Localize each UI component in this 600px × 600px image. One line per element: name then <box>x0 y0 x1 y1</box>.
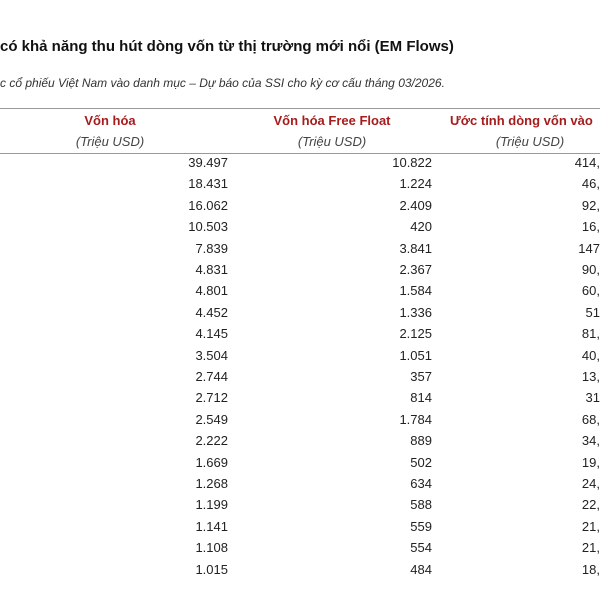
table-cell: 2.744 <box>195 369 228 384</box>
table-cell: 68, <box>581 411 600 427</box>
table-cell: 19, <box>581 454 600 470</box>
table-cell: 24, <box>581 476 600 491</box>
table-cell: 1.108 <box>195 540 228 556</box>
table-cell: 559 <box>410 518 432 534</box>
subtitle: c cổ phiếu Việt Nam vào danh mục – Dự bá… <box>0 76 445 90</box>
column-header: Vốn hóa Free Float <box>273 113 391 128</box>
table-cell: 2.549 <box>195 411 228 427</box>
table-cell: 7.839 <box>195 240 228 256</box>
table-cell: 2.712 <box>195 390 228 406</box>
table-cell: 588 <box>410 497 432 513</box>
table-cell: 4.801 <box>195 283 228 299</box>
table-cell: 634 <box>410 476 432 491</box>
column-header: Vốn hóa <box>84 113 136 128</box>
table-cell: 2.367 <box>399 262 432 277</box>
table-cell: 34, <box>581 433 600 449</box>
table-cell: 814 <box>410 390 432 406</box>
table-cell: 502 <box>410 454 432 470</box>
table-cell: 1.336 <box>399 304 432 320</box>
table-cell: 46, <box>581 176 600 192</box>
table-cell: 18, <box>581 561 600 577</box>
table-cell: 18.431 <box>188 176 228 192</box>
table-cell: 39.497 <box>188 155 228 170</box>
table-cell: 1.051 <box>399 347 432 363</box>
table-cell: 4.452 <box>195 304 228 320</box>
table-cell: 3.841 <box>399 240 432 256</box>
table-cell: 554 <box>410 540 432 556</box>
table-cell: 16, <box>581 219 600 235</box>
table-cell: 357 <box>410 369 432 384</box>
table-cell: 22, <box>581 497 600 513</box>
column-unit: (Triệu USD) <box>75 134 145 149</box>
column-header: Ước tính dòng vốn vào <box>450 113 593 128</box>
table-cell: 60, <box>581 283 600 299</box>
table-cell: 1.268 <box>195 476 228 491</box>
header-rule <box>0 153 600 154</box>
table-cell: 420 <box>410 219 432 235</box>
table-cell: 484 <box>410 561 432 577</box>
column-unit: (Triệu USD) <box>495 134 565 149</box>
table-cell: 4.831 <box>195 262 228 277</box>
table-cell: 13, <box>581 369 600 384</box>
table-cell: 10.822 <box>392 155 432 170</box>
table-cell: 51 <box>585 304 600 320</box>
column-unit: (Triệu USD) <box>297 134 367 149</box>
table-cell: 889 <box>410 433 432 449</box>
table-cell: 2.222 <box>195 433 228 449</box>
title: có khả năng thu hút dòng vốn từ thị trườ… <box>0 38 454 55</box>
table-cell: 2.125 <box>399 326 432 342</box>
table-cell: 1.141 <box>195 518 228 534</box>
table-cell: 31 <box>585 390 600 406</box>
table-cell: 21, <box>581 518 600 534</box>
table-cell: 40, <box>581 347 600 363</box>
table-cell: 1.015 <box>195 561 228 577</box>
table-cell: 90, <box>581 262 600 277</box>
table-cell: 81, <box>581 326 600 342</box>
table-cell: 147 <box>578 240 600 256</box>
table-cell: 1.224 <box>399 176 432 192</box>
table-cell: 16.062 <box>188 197 228 213</box>
table-cell: 1.199 <box>195 497 228 513</box>
table-cell: 1.669 <box>195 454 228 470</box>
table-cell: 414, <box>574 155 600 170</box>
table-cell: 2.409 <box>399 197 432 213</box>
table-cell: 92, <box>581 197 600 213</box>
table-cell: 1.784 <box>399 411 432 427</box>
top-rule <box>0 108 600 109</box>
table-cell: 21, <box>581 540 600 556</box>
table-cell: 10.503 <box>188 219 228 235</box>
table-cell: 3.504 <box>195 347 228 363</box>
table-cell: 1.584 <box>399 283 432 299</box>
table-cell: 4.145 <box>195 326 228 342</box>
